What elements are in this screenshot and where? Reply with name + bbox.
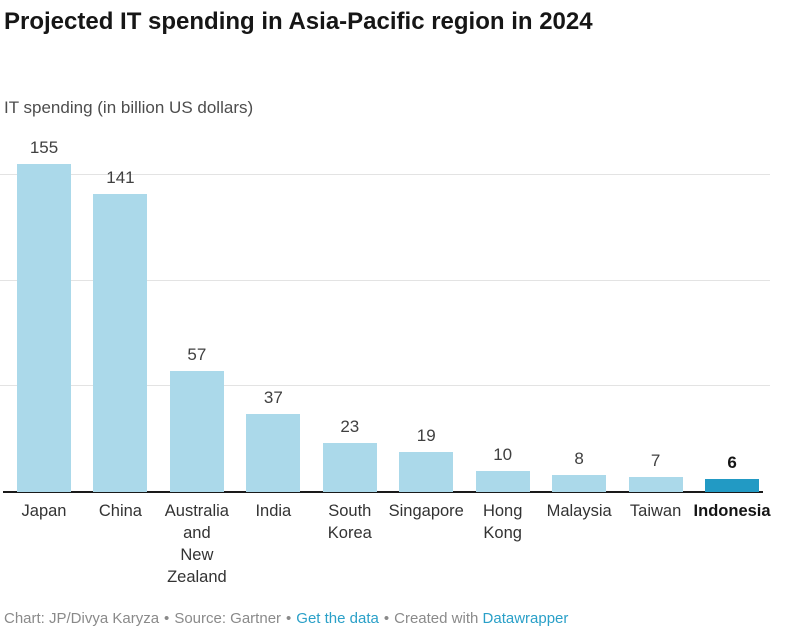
bar-australia-and-new-zealand bbox=[169, 371, 224, 492]
category-label-taiwan: Taiwan bbox=[629, 502, 682, 520]
chart-title: Projected IT spending in Asia-Pacific re… bbox=[4, 8, 593, 35]
datawrapper-link[interactable]: Datawrapper bbox=[482, 610, 569, 627]
value-label-india: 37 bbox=[263, 387, 283, 407]
value-label-australia-and-new-zealand: 57 bbox=[187, 345, 207, 365]
value-label-south-korea: 23 bbox=[340, 417, 360, 437]
value-label-malaysia: 8 bbox=[574, 449, 584, 469]
grid-line-50 bbox=[0, 385, 770, 387]
category-label-indonesia: Indonesia bbox=[693, 502, 771, 520]
footer-separator: • bbox=[286, 610, 292, 627]
category-label-australia-and-new-zealand: Australia and New Zealand bbox=[164, 502, 229, 586]
grid-line-150 bbox=[0, 173, 770, 175]
bar-india bbox=[246, 413, 301, 492]
bar-indonesia bbox=[705, 479, 760, 492]
footer-separator: • bbox=[164, 610, 170, 627]
x-axis-labels: Japan China Australia and New Zealand India… bbox=[0, 500, 778, 596]
bar-south-korea bbox=[322, 443, 377, 492]
bar-japan bbox=[17, 164, 71, 492]
category-label-japan: Japan bbox=[21, 502, 67, 520]
get-the-data-link[interactable]: Get the data bbox=[296, 610, 379, 627]
footer-created-with: Created with bbox=[394, 610, 479, 627]
footer-separator: • bbox=[383, 610, 390, 627]
value-label-china: 141 bbox=[106, 167, 135, 187]
category-label-malaysia: Malaysia bbox=[546, 502, 612, 520]
category-label-hong-kong: Hong Kong bbox=[482, 502, 523, 542]
footer: Chart: JP/Divya Karyza • Source: Gartner • G… bbox=[4, 610, 568, 627]
footer-source: Source: Gartner bbox=[174, 610, 282, 627]
plot-area: 155 141 57 37 23 19 10 8 7 6 bbox=[0, 130, 811, 493]
chart-subtitle: IT spending (in billion US dollars) bbox=[4, 98, 254, 117]
value-label-singapore: 19 bbox=[416, 425, 436, 445]
bar-china bbox=[93, 193, 148, 492]
category-label-india: India bbox=[255, 502, 292, 520]
category-label-singapore: Singapore bbox=[388, 502, 464, 520]
value-label-japan: 155 bbox=[29, 138, 59, 158]
value-label-taiwan: 7 bbox=[650, 451, 661, 471]
grid-line-100 bbox=[0, 279, 770, 281]
x-axis-line bbox=[3, 491, 763, 493]
footer-byline: Chart: JP/Divya Karyza bbox=[4, 610, 160, 627]
bar-malaysia bbox=[552, 475, 607, 492]
bar-hong-kong bbox=[475, 470, 530, 492]
category-label-south-korea: South Korea bbox=[327, 502, 372, 542]
value-label-indonesia: 6 bbox=[727, 453, 737, 473]
bar-taiwan bbox=[628, 477, 683, 492]
category-label-china: China bbox=[98, 502, 142, 520]
value-label-hong-kong: 10 bbox=[493, 444, 513, 464]
bar-singapore bbox=[399, 451, 454, 492]
